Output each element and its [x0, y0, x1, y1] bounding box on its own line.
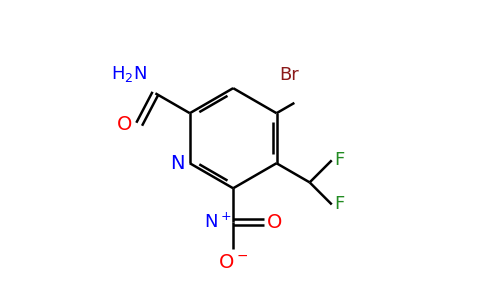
Text: N$^+$: N$^+$ — [204, 212, 232, 232]
Text: O: O — [267, 213, 282, 232]
Text: F: F — [335, 196, 345, 214]
Text: N: N — [170, 154, 184, 173]
Text: O: O — [117, 115, 132, 134]
Text: H$_2$N: H$_2$N — [111, 64, 147, 84]
Text: F: F — [335, 151, 345, 169]
Text: Br: Br — [279, 66, 299, 84]
Text: O$^-$: O$^-$ — [218, 253, 248, 272]
